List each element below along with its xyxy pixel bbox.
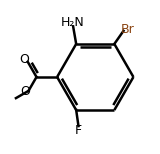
Text: H₂N: H₂N xyxy=(60,16,84,29)
Text: Br: Br xyxy=(120,23,134,36)
Text: F: F xyxy=(75,124,82,137)
Text: O: O xyxy=(19,53,29,66)
Text: O: O xyxy=(20,85,30,98)
